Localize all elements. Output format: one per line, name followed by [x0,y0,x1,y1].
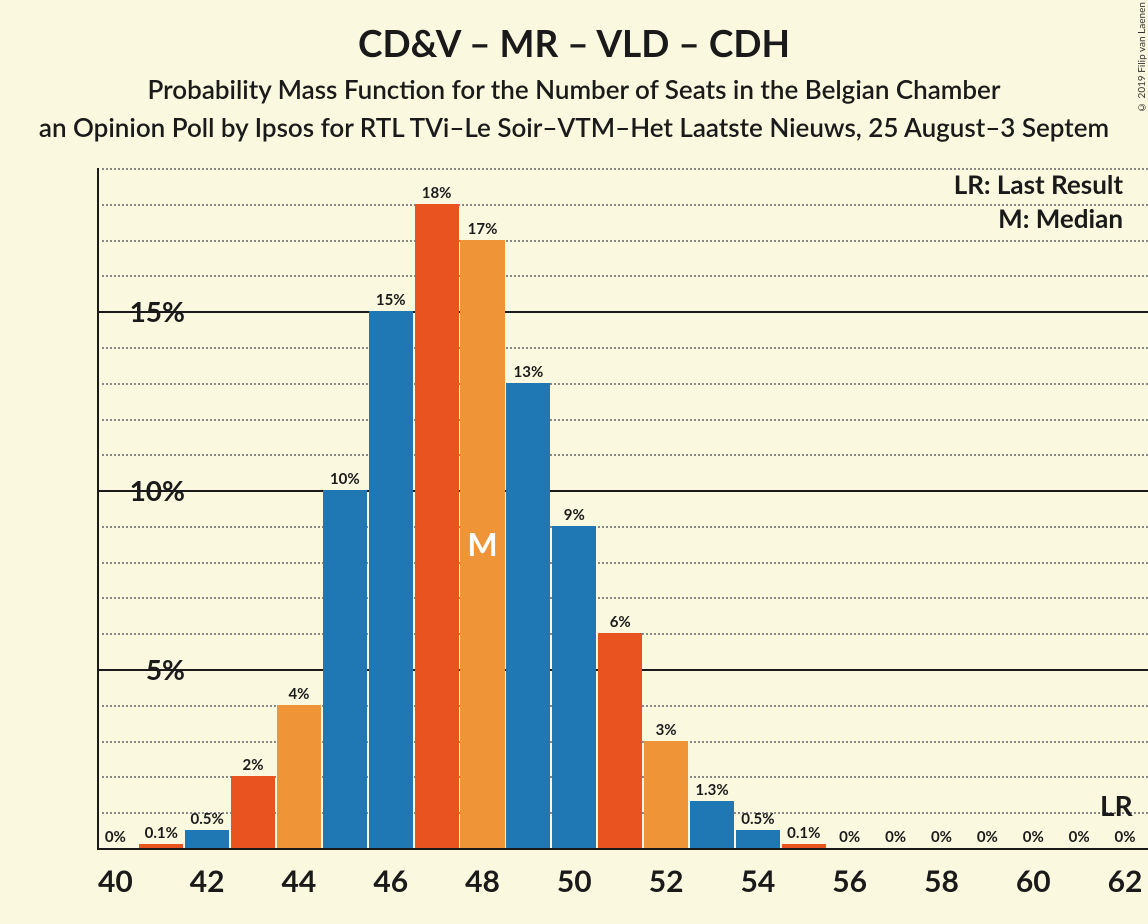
plot-region: 5% 10% 15% 0% 0.1% 0.5% 2% 4% 10% 15% 18% 17% 13% 9% 6… [97,168,1148,848]
bar-value-label: 0% [931,828,952,846]
bar [736,830,780,848]
gridline-minor [97,562,1148,564]
x-axis-label: 54 [740,863,775,899]
bar [552,526,596,848]
y-axis-label: 15% [130,294,185,328]
x-axis-label: 46 [373,863,408,899]
bar [415,204,459,848]
gridline-minor [97,597,1148,599]
title-sub1: Probability Mass Function for the Number… [0,73,1148,105]
bar-value-label: 10% [330,470,360,488]
copyright-text: © 2019 Filip van Laenen [1136,2,1148,113]
bar-value-label: 0.1% [787,824,820,842]
chart-titles: CD&V – MR – VLD – CDH Probability Mass F… [0,0,1148,143]
bar-value-label: 2% [243,756,264,774]
bar [598,633,642,848]
bar [231,776,275,848]
bar-value-label: 0.5% [741,810,774,828]
gridline-minor [97,454,1148,456]
bar-value-label: 0% [1023,828,1044,846]
bar-value-label: 0.1% [145,824,178,842]
bar-value-label: 18% [422,184,452,202]
bar-value-label: 0% [977,828,998,846]
chart-plot-area: LR: Last Result M: Median 5%10%15%0%0.1%… [97,168,1148,848]
bar-value-label: 4% [288,685,309,703]
bar-value-label: 0% [1069,828,1090,846]
bar-value-label: 0% [839,828,860,846]
y-axis-label: 10% [130,473,185,507]
title-sub2: an Opinion Poll by Ipsos for RTL TVi–Le … [0,111,1148,143]
gridline-minor [97,526,1148,528]
bar-value-label: 13% [514,363,544,381]
gridline-minor [97,419,1148,421]
bar-value-label: 0% [885,828,906,846]
bar-value-label: 0% [1115,828,1136,846]
x-axis-label: 42 [190,863,225,899]
title-main: CD&V – MR – VLD – CDH [0,20,1148,65]
x-axis [97,848,1148,850]
bar-value-label: 0% [105,828,126,846]
y-axis [97,168,99,848]
gridline-minor [97,240,1148,242]
x-axis-label: 52 [649,863,684,899]
bar-value-label: 15% [376,291,406,309]
bar-value-label: 17% [468,220,498,238]
gridline-minor [97,168,1148,170]
x-axis-label: 50 [557,863,592,899]
bar-value-label: 9% [564,506,585,524]
x-axis-label: 62 [1108,863,1143,899]
x-axis-label: 44 [282,863,317,899]
x-axis-label: 60 [1016,863,1051,899]
gridline-minor [97,275,1148,277]
gridline-major [97,311,1148,313]
bar-value-label: 3% [656,721,677,739]
bar [690,801,734,848]
gridline-minor [97,383,1148,385]
bar [323,490,367,848]
bar-value-label: 0.5% [191,810,224,828]
last-result-marker: LR [1100,788,1133,822]
bar [506,383,550,848]
bar [644,741,688,848]
bar-value-label: 1.3% [695,781,728,799]
gridline-minor [97,204,1148,206]
bar [277,705,321,848]
median-marker: M [467,524,497,563]
bar [369,311,413,848]
x-axis-label: 56 [832,863,867,899]
x-axis-label: 58 [924,863,959,899]
x-axis-label: 48 [465,863,500,899]
bar [185,830,229,848]
x-axis-label: 40 [98,863,133,899]
gridline-major [97,490,1148,492]
y-axis-label: 5% [146,652,185,686]
gridline-minor [97,347,1148,349]
bar-value-label: 6% [610,613,631,631]
